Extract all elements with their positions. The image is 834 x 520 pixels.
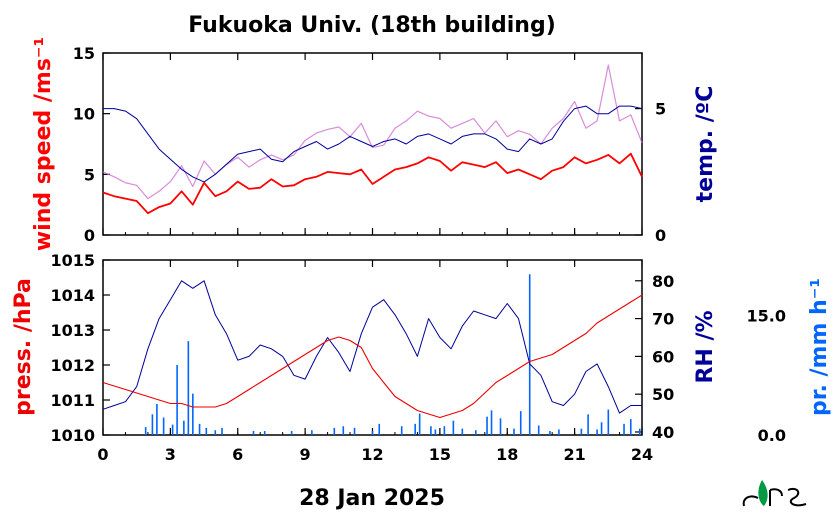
y-tick-label-wind: 15 [73, 44, 95, 63]
precip-bar [221, 427, 223, 435]
precip-bar [418, 413, 421, 435]
bottom-panel-frame [102, 259, 643, 436]
precip-bar [537, 425, 540, 435]
y-tick-label-rh: 60 [652, 347, 674, 366]
precip-bar [171, 424, 174, 435]
precip-bar [192, 393, 194, 435]
precip-bar [607, 409, 610, 435]
precip-bar [490, 410, 493, 435]
precip-bar [183, 420, 185, 435]
precip-bar [187, 341, 190, 435]
precip-bar [263, 431, 266, 435]
precip-bar [486, 416, 488, 435]
x-tick-label: 18 [496, 445, 518, 464]
precip-bar [371, 431, 374, 435]
precip-bar [528, 274, 531, 435]
temp-axis-title: temp. /ºC [693, 86, 718, 203]
precip-bar [629, 419, 632, 435]
y-tick-label-pressure: 1012 [50, 356, 95, 375]
precip-bar [519, 411, 522, 435]
y-tick-label-wind: 5 [84, 165, 95, 184]
precip-bar [400, 426, 403, 435]
y-tick-label-rh: 50 [652, 385, 674, 404]
precip-bar [333, 427, 336, 435]
precip-bar [587, 414, 589, 435]
x-tick-label: 6 [232, 445, 243, 464]
x-tick-label: 9 [300, 445, 311, 464]
precip-bar [151, 414, 154, 435]
y-tick-label-temp: 5 [655, 100, 666, 119]
precip-bar [342, 426, 345, 435]
rh-axis-title: RH /% [693, 310, 718, 383]
precip-bar [513, 428, 515, 435]
precip-bar [430, 426, 432, 435]
pressure-line [102, 294, 643, 419]
precip-bar [144, 427, 147, 435]
precip-bar [596, 429, 598, 435]
chart-title: Fukuoka Univ. (18th building) [188, 13, 556, 38]
plot-area: 0 3 6 9 12 15 18 21 2405101505101010111012101310… [11, 37, 832, 464]
precip-bar [549, 431, 551, 435]
wind-axis-title: wind speed /ms⁻¹ [31, 37, 56, 251]
x-tick-label: 3 [165, 445, 176, 464]
date-label: 28 Jan 2025 [299, 486, 445, 511]
gust-line [102, 64, 643, 200]
precip-bar [414, 423, 416, 435]
x-tick-label: 24 [631, 445, 653, 464]
y-tick-label-pressure: 1013 [50, 321, 95, 340]
x-tick-label: 12 [361, 445, 383, 464]
precip-bar [580, 428, 583, 435]
pressure-axis-title: press. /hPa [11, 278, 36, 416]
precip-bar [638, 428, 641, 435]
y-tick-label-pressure: 1014 [50, 286, 95, 305]
y-tick-label-rh: 40 [652, 423, 674, 442]
precip-bar [205, 427, 208, 435]
precip-bar [558, 429, 560, 435]
precip-bar [156, 403, 158, 435]
y-tick-label-pressure: 1010 [50, 426, 95, 445]
precip-bar [452, 420, 455, 435]
precip-bar [475, 430, 477, 435]
precip-bar [443, 426, 446, 435]
y-tick-label-rh: 70 [652, 310, 674, 329]
top-panel-frame [102, 52, 643, 236]
precip-axis-title: pr. /mm h⁻¹ [807, 278, 832, 416]
precip-bar [461, 428, 464, 435]
x-tick-label: 21 [563, 445, 585, 464]
precip-bar [378, 423, 381, 435]
precip-bar [311, 430, 313, 435]
y-tick-label-pressure: 1015 [50, 251, 95, 270]
precip-bar [162, 417, 165, 435]
logo-icon [742, 480, 807, 507]
y-tick-label-temp: 0 [655, 226, 666, 245]
y-tick-label-precip: 15.0 [747, 307, 786, 326]
precip-bar [176, 365, 178, 435]
precip-bar [623, 423, 625, 435]
x-tick-label: 0 [97, 445, 108, 464]
y-tick-label-pressure: 1011 [50, 391, 95, 410]
y-tick-label-rh: 80 [652, 272, 674, 291]
x-tick-label: 15 [429, 445, 451, 464]
temperature-line [103, 105, 643, 183]
precip-bar [600, 422, 603, 435]
precip-bar [252, 431, 255, 435]
precip-bar [499, 418, 502, 435]
wind-speed-line [102, 152, 643, 215]
precip-bar [353, 427, 356, 435]
y-tick-label-wind: 0 [84, 226, 95, 245]
precip-bar [198, 423, 201, 435]
rh-line [102, 280, 642, 414]
y-tick-label-wind: 10 [73, 105, 95, 124]
precip-bar [434, 429, 437, 435]
y-tick-label-precip: 0.0 [758, 426, 786, 445]
precip-bar [214, 430, 217, 435]
precip-bar [290, 431, 293, 435]
